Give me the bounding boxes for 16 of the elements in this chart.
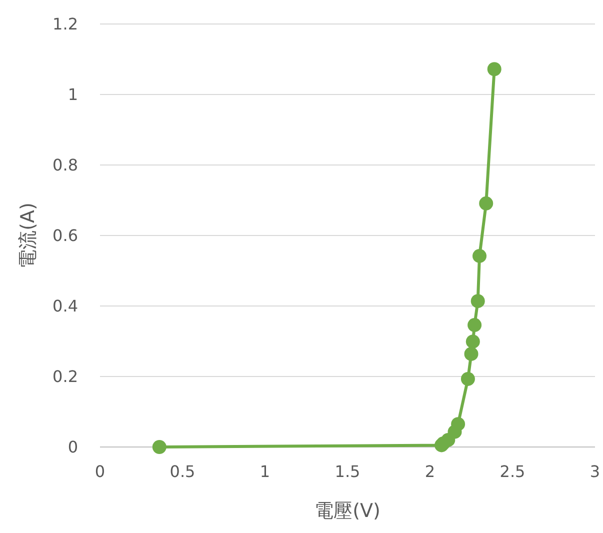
x-tick-label: 2 [424,462,436,481]
y-tick-label: 0.6 [52,226,78,246]
x-tick-label: 3 [590,462,600,481]
y-tick-label: 1.2 [52,14,78,34]
x-tick-label: 0.5 [170,462,196,481]
x-tick-label: 2.5 [500,462,526,481]
y-tick-label: 0.8 [52,156,78,175]
y-tick-label: 0.4 [52,296,78,316]
x-tick-label: 1.5 [334,462,360,481]
x-axis-title: 電壓(V) [314,500,380,522]
y-tick-label: 1 [68,85,78,104]
y-tick-label: 0 [68,438,78,457]
x-tick-label: 1 [260,462,270,481]
x-tick-label: 0 [94,462,106,481]
y-axis-title: 電流(A) [17,202,39,268]
y-tick-label: 0.2 [52,367,78,386]
